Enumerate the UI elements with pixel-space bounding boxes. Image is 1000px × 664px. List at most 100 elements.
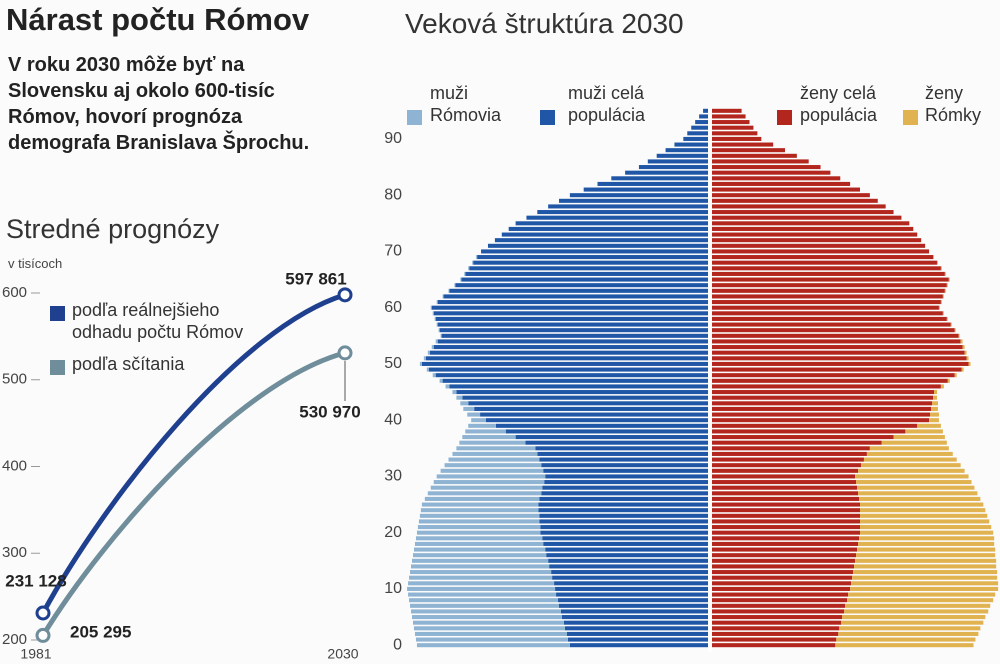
bar [545,474,708,479]
bar [712,643,836,648]
bar [712,626,840,631]
bar [712,558,856,563]
bar [712,266,941,271]
bar [712,435,894,440]
x-tick-label: 1981 [20,646,51,662]
bar [540,530,708,535]
bar [712,204,886,209]
bar [712,170,831,175]
bar [712,339,961,344]
bar [691,125,708,130]
bar [418,519,540,524]
bar [695,120,708,125]
bar [712,120,750,125]
bar [552,575,708,580]
bar [712,333,959,338]
bar [551,570,708,575]
bar [448,457,540,462]
bar [964,350,967,355]
y-tick-label: 500 [2,371,27,388]
bar [712,159,809,164]
bar [960,339,963,344]
bar [545,547,708,552]
bar [712,288,945,293]
bar [433,480,545,485]
bar [417,525,541,530]
bar [938,305,940,310]
bar [455,283,708,288]
bar [440,333,442,338]
bar [456,446,536,451]
bar [860,513,988,518]
bar [857,547,996,552]
bar [436,474,546,479]
bar [566,631,708,636]
bar [712,553,857,558]
subtitle: V roku 2030 môže byť na Slovensku aj oko… [8,54,310,154]
bar [423,356,426,361]
bar [712,485,858,490]
bar [473,260,708,265]
bar [476,255,478,260]
bar [462,395,708,400]
bar [934,390,937,395]
bar [412,553,547,558]
y-tick-label: 30 [384,468,402,485]
bar [687,131,708,136]
pyramid-title: Veková štruktúra 2030 [405,8,684,39]
bar [583,187,708,192]
bar [429,350,708,355]
bar [954,373,957,378]
bar [712,440,882,445]
bar [432,373,436,378]
bar [501,232,708,237]
bar [541,491,708,496]
bar [683,136,708,141]
bar [712,525,860,530]
bar [409,575,553,580]
bar [413,626,565,631]
bar [410,603,560,608]
bar [449,288,708,293]
bar [638,165,708,170]
bar [712,570,854,575]
bar [946,283,948,288]
bar [435,316,708,321]
bar [554,581,708,586]
bar [712,271,945,276]
bar [712,311,943,316]
point [35,605,51,621]
bar [712,536,860,541]
bar [546,553,708,558]
series-line [40,350,346,637]
bar [712,468,859,473]
bar [537,210,708,215]
bar [543,468,708,473]
bar [495,423,708,428]
bar [851,581,999,586]
bar [940,300,942,305]
bar [712,423,918,428]
bar [860,502,984,507]
bar [712,384,941,389]
bar [712,249,930,254]
bar [860,525,992,530]
bar [539,496,708,501]
bar [438,328,440,333]
bar [442,378,708,383]
bar [712,390,934,395]
bar [712,356,967,361]
y-tick-label: 60 [384,299,402,316]
bar [468,266,470,271]
bar [712,401,933,406]
y-tick-label: 40 [384,411,402,428]
bar [439,378,443,383]
bar [437,300,708,305]
bar [647,159,708,164]
bar [431,345,434,350]
bar [569,643,708,648]
bar [463,406,475,411]
bar [712,215,902,220]
legend-swatch [50,360,65,375]
bar [860,463,961,468]
